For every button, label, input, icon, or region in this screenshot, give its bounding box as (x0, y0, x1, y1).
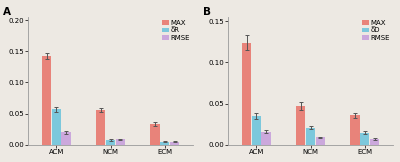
Bar (306, 127, 315, 145)
Legend: MAX, δ̅D, RMSE: MAX, δ̅D, RMSE (361, 18, 392, 43)
Bar (62, 132, 71, 145)
Bar (150, 124, 160, 145)
Bar (262, 132, 271, 145)
Bar (252, 116, 261, 145)
Bar (296, 106, 306, 145)
Bar (360, 133, 370, 145)
Bar (116, 139, 125, 145)
Bar (242, 42, 251, 145)
Legend: MAX, δ̅R, RMSE: MAX, δ̅R, RMSE (161, 18, 192, 43)
Text: A: A (3, 7, 11, 17)
Text: B: B (203, 7, 211, 17)
Bar (42, 56, 51, 145)
Bar (52, 109, 61, 145)
Bar (96, 110, 106, 145)
Bar (106, 140, 115, 145)
Bar (350, 115, 360, 145)
Bar (316, 138, 325, 145)
Bar (160, 142, 170, 145)
Bar (370, 139, 379, 145)
Bar (170, 142, 179, 145)
